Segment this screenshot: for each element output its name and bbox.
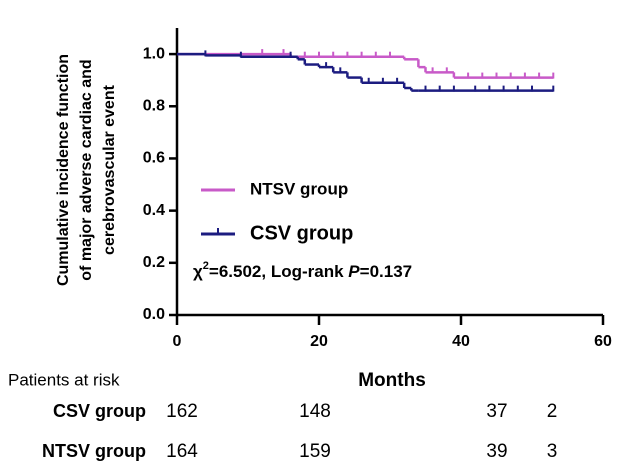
risk-row-name: NTSV group [42, 441, 146, 461]
risk-count: 162 [166, 401, 198, 422]
risk-count: 159 [299, 441, 331, 462]
y-axis-title: cerebrovascular event [101, 84, 118, 255]
risk-row-name: CSV group [53, 401, 146, 421]
y-tick-label: 0.0 [143, 306, 165, 323]
risk-count: 148 [299, 401, 331, 422]
annotation-part: χ [193, 262, 203, 281]
annotation-part: 2 [203, 260, 209, 272]
x-tick-label: 0 [173, 333, 182, 350]
x-tick-label: 20 [310, 333, 328, 350]
y-tick-label: 0.6 [143, 150, 165, 167]
risk-count: 164 [166, 441, 198, 462]
x-axis-title: Months [358, 370, 426, 391]
y-tick-label: 0.8 [143, 97, 165, 114]
annotation: χ2=6.502, Log-rank P=0.137 [193, 260, 412, 282]
x-tick-label: 40 [452, 333, 470, 350]
y-axis-title: Cumulative incidence function [55, 54, 72, 286]
risk-count: 2 [547, 401, 558, 422]
annotation-part: =0.137 [360, 262, 412, 281]
x-tick-label: 60 [594, 333, 612, 350]
risk-title: Patients at risk [8, 370, 120, 389]
y-tick-label: 0.2 [143, 254, 165, 271]
annotation-part: P [348, 262, 360, 281]
risk-count: 39 [486, 441, 507, 462]
risk-count: 3 [547, 441, 558, 462]
risk-count: 37 [486, 401, 507, 422]
y-axis-title: of major adverse cardiac and [78, 59, 95, 280]
legend-label: CSV group [250, 222, 353, 244]
legend-label: NTSV group [250, 179, 348, 198]
y-tick-label: 0.4 [143, 202, 165, 219]
annotation-part: =6.502, Log-rank [209, 262, 348, 281]
y-tick-label: 1.0 [143, 45, 165, 62]
